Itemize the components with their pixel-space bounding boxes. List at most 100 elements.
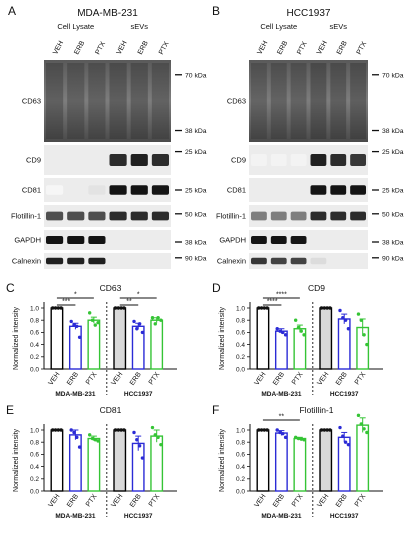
data-point	[299, 329, 303, 333]
lane-label: PTX	[356, 40, 369, 56]
blot-band	[290, 257, 307, 265]
chart-e: E CD81 Normalized intensity 0.0 0.2 0.4 0.6 0.8…	[6, 403, 177, 520]
x-tick-label: VEH	[316, 493, 330, 509]
blot-band	[67, 185, 85, 195]
y-tick-label: 0.6	[236, 330, 245, 337]
data-point	[265, 306, 269, 310]
x-tick-label: ERB	[272, 493, 286, 509]
smear-lane	[46, 63, 64, 139]
row-label: CD9	[26, 156, 41, 165]
data-point	[281, 431, 285, 436]
y-tick-label: 0.0	[30, 488, 39, 495]
marker-label: 90 kDa	[185, 255, 207, 262]
data-point	[93, 323, 97, 327]
blot-band	[46, 211, 64, 221]
data-point	[119, 306, 123, 310]
data-point	[341, 316, 345, 320]
blot-band	[330, 211, 347, 221]
y-tick-label: 1.0	[236, 305, 245, 312]
data-point	[77, 445, 82, 449]
data-point	[90, 436, 95, 441]
panel-letter: A	[8, 4, 16, 18]
blot-strip	[249, 60, 368, 142]
bar	[50, 429, 64, 492]
data-point	[319, 306, 324, 310]
x-tick-label: VEH	[110, 493, 124, 509]
lane-label: VEH	[116, 40, 129, 56]
panel-letter: E	[6, 403, 14, 417]
smear-lane	[330, 63, 347, 139]
blot-band	[109, 185, 127, 195]
row-label: CD63	[227, 97, 246, 106]
data-point	[325, 428, 329, 432]
panel-letter: D	[212, 281, 221, 295]
data-point	[341, 434, 345, 438]
data-point	[259, 428, 264, 432]
x-tick-label: ERB	[66, 493, 80, 509]
x-tick-label: PTX	[291, 371, 305, 386]
data-point	[265, 428, 269, 432]
data-point	[53, 306, 58, 310]
data-point	[135, 327, 139, 331]
smear-lane	[130, 63, 148, 139]
data-point	[322, 306, 327, 310]
data-point	[283, 435, 288, 440]
blot-band	[290, 236, 307, 244]
data-point	[153, 433, 157, 437]
group-axis-label: MDA-MB-231	[261, 391, 301, 398]
blot-strip	[44, 178, 171, 202]
data-point	[362, 427, 366, 431]
data-point	[325, 306, 329, 310]
blot-band	[270, 154, 287, 166]
x-tick-label: VEH	[110, 371, 124, 387]
blot-band	[251, 236, 267, 244]
significance-label: **	[279, 414, 285, 421]
y-tick-label: 0.4	[30, 464, 39, 471]
panel-title: MDA-MB-231	[77, 8, 138, 19]
blot-band	[270, 257, 287, 265]
data-point	[116, 428, 121, 432]
significance-label: *	[137, 292, 140, 299]
smear-lane	[290, 63, 307, 139]
marker-label: 25 kDa	[185, 188, 207, 195]
data-point	[159, 318, 163, 322]
row-label: CD9	[231, 156, 246, 165]
data-point	[338, 308, 342, 313]
blot-strip	[44, 253, 171, 269]
x-tick-label: PTX	[85, 493, 99, 508]
y-tick-label: 0.8	[236, 440, 245, 447]
y-tick-label: 0.8	[236, 318, 245, 325]
blot-band	[67, 257, 85, 265]
lane-label: PTX	[95, 40, 108, 56]
group-label: Cell Lysate	[57, 22, 94, 31]
row-label: Flotillin-1	[11, 212, 41, 221]
x-tick-label: ERB	[66, 371, 80, 387]
marker-label: 70 kDa	[382, 72, 404, 79]
x-tick-label: VEH	[316, 371, 330, 387]
significance-label: ***	[62, 299, 70, 306]
data-point	[281, 330, 285, 335]
blot-band	[330, 154, 347, 166]
blot-strip	[249, 205, 368, 227]
blot-strip	[44, 230, 171, 250]
data-point	[262, 428, 267, 432]
y-tick-label: 1.0	[30, 305, 39, 312]
data-point	[259, 306, 264, 310]
data-point	[137, 322, 142, 326]
data-point	[90, 318, 95, 322]
y-axis-label: Normalized intensity	[13, 428, 20, 492]
blot-band	[88, 257, 106, 265]
data-point	[132, 430, 136, 435]
x-tick-label: PTX	[148, 371, 162, 386]
y-tick-label: 0.2	[236, 476, 245, 483]
significance-label: ****	[276, 292, 287, 299]
group-axis-label: HCC1937	[124, 513, 153, 520]
bar	[87, 319, 101, 370]
data-point	[278, 430, 282, 435]
group-axis-label: HCC1937	[330, 513, 359, 520]
smear-lane	[270, 63, 287, 139]
group-label: sEVs	[130, 22, 148, 31]
blot-strip	[249, 230, 368, 250]
lane-label: ERB	[137, 40, 150, 56]
data-point	[278, 329, 282, 333]
